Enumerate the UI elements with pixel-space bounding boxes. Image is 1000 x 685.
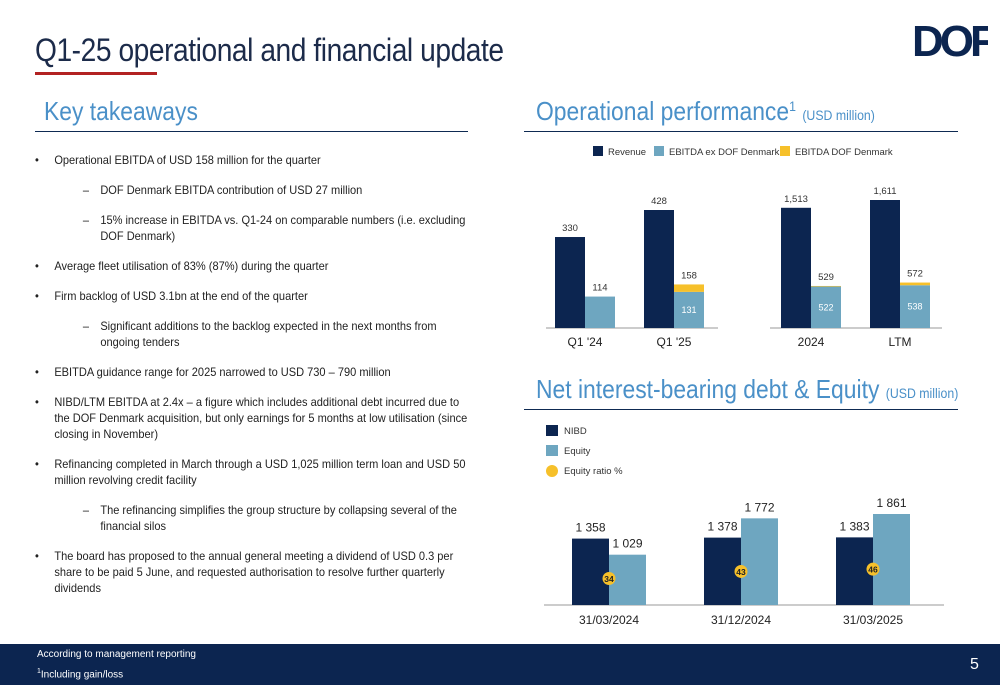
footer-bar (0, 644, 1000, 685)
sub-bullet-item: 15% increase in EBITDA vs. Q1-24 on comp… (35, 212, 472, 244)
equity-ratio-marker (866, 562, 880, 576)
nibd-value-label: 1 383 (839, 519, 869, 533)
ebitda-denmark-bar (811, 285, 841, 287)
category-label: 2024 (798, 335, 825, 349)
revenue-bar (870, 200, 900, 328)
ebitda-ex-bar (674, 291, 704, 328)
revenue-bar (644, 210, 674, 328)
operational-divider (524, 131, 958, 132)
legend-label: Equity (564, 446, 591, 457)
revenue-bar (555, 237, 585, 328)
footer-note-text: Including gain/loss (40, 669, 124, 681)
operational-heading-sup: 1 (789, 98, 796, 114)
title-underline (35, 72, 157, 75)
legend-swatch (780, 146, 790, 156)
category-label: LTM (888, 335, 911, 349)
legend-swatch (593, 146, 603, 156)
ebitda-total-label: 158 (681, 270, 697, 281)
equity-bar (741, 518, 778, 605)
takeaways-heading: Key takeaways (44, 96, 198, 126)
category-label: 31/03/2025 (843, 613, 903, 627)
nibd-value-label: 1 378 (707, 520, 737, 534)
nibd-heading-title: Net interest-bearing debt & Equity (536, 374, 880, 404)
legend-label: Equity ratio % (564, 466, 623, 477)
sub-bullet-item: The refinancing simplifies the group str… (35, 502, 472, 534)
legend-label: EBITDA DOF Denmark (795, 147, 893, 158)
revenue-bar (781, 207, 811, 328)
equity-ratio-marker (734, 564, 748, 578)
sub-bullet-item: Significant additions to the backlog exp… (35, 318, 472, 350)
bullet-item: Average fleet utilisation of 83% (87%) d… (35, 258, 472, 274)
takeaways-list: Operational EBITDA of USD 158 million fo… (35, 152, 475, 610)
bullet-item: The board has proposed to the annual gen… (35, 548, 472, 596)
ebitda-total-label: 529 (818, 272, 834, 283)
category-label: Q1 '24 (568, 335, 603, 349)
footer-note-sup: 1 (37, 668, 41, 675)
nibd-bar (572, 538, 609, 605)
legend-swatch (654, 146, 664, 156)
legend-label: Revenue (608, 147, 646, 158)
dof-logo: DOF (912, 18, 988, 60)
equity-value-label: 1 029 (612, 537, 642, 551)
logo-text: DOF (912, 18, 988, 60)
bullet-item: Operational EBITDA of USD 158 million fo… (35, 152, 472, 168)
equity-value-label: 1 772 (744, 500, 774, 514)
legend-swatch (546, 465, 558, 477)
sub-bullet-item: DOF Denmark EBITDA contribution of USD 2… (35, 182, 472, 198)
bullet-item: Firm backlog of USD 3.1bn at the end of … (35, 288, 472, 304)
equity-bar (873, 514, 910, 605)
category-label: 31/03/2024 (579, 613, 639, 627)
footer-note-reporting: According to management reporting (37, 649, 196, 660)
ebitda-total-label: 572 (907, 269, 923, 280)
equity-ratio-marker (602, 571, 616, 585)
legend-swatch (546, 445, 558, 456)
ebitda-denmark-bar (674, 284, 704, 292)
nibd-bar (836, 537, 873, 605)
revenue-value-label: 330 (562, 223, 578, 234)
footer-note-gain-loss: 1Including gain/loss (37, 668, 123, 680)
revenue-value-label: 1,611 (873, 186, 896, 197)
category-label: 31/12/2024 (711, 613, 771, 627)
equity-ratio-label: 46 (868, 565, 878, 575)
operational-chart: Revenue EBITDA ex DOF Denmark EBITDA DOF D… (546, 146, 942, 349)
legend-label: EBITDA ex DOF Denmark (669, 147, 780, 158)
category-label: Q1 '25 (657, 335, 692, 349)
ebitda-ex-bar (900, 285, 930, 328)
nibd-value-label: 1 358 (575, 521, 605, 535)
nibd-equity-chart: NIBD Equity Equity ratio % 1 358 1 029 34 31/0… (544, 425, 944, 627)
operational-heading: Operational performance1 (USD million) (536, 96, 875, 127)
legend-label: NIBD (564, 426, 587, 437)
ebitda-total-label: 114 (592, 283, 607, 294)
page-title: Q1-25 operational and financial update (35, 32, 504, 68)
ebitda-ex-inner-label: 538 (907, 302, 922, 312)
bullet-item: EBITDA guidance range for 2025 narrowed … (35, 364, 472, 380)
takeaways-divider (35, 131, 468, 132)
equity-ratio-label: 43 (736, 567, 746, 577)
legend-swatch (546, 425, 558, 436)
nibd-divider (524, 409, 958, 410)
revenue-value-label: 428 (651, 196, 667, 207)
operational-heading-title: Operational performance (536, 96, 790, 126)
operational-heading-unit: (USD million) (802, 107, 875, 123)
nibd-heading-unit: (USD million) (885, 385, 959, 401)
ebitda-ex-bar (585, 296, 615, 328)
ebitda-ex-inner-label: 522 (818, 302, 833, 312)
ebitda-ex-inner-label: 131 (681, 305, 696, 315)
revenue-value-label: 1,513 (784, 194, 808, 205)
bullet-item: Refinancing completed in March through a… (35, 456, 472, 488)
equity-ratio-label: 34 (604, 574, 614, 584)
equity-value-label: 1 861 (876, 496, 906, 510)
ebitda-denmark-bar (900, 282, 930, 286)
nibd-heading: Net interest-bearing debt & Equity (USD … (536, 374, 958, 405)
page-number: 5 (970, 656, 979, 673)
ebitda-ex-bar (811, 286, 841, 328)
bullet-item: NIBD/LTM EBITDA at 2.4x – a figure which… (35, 394, 472, 442)
